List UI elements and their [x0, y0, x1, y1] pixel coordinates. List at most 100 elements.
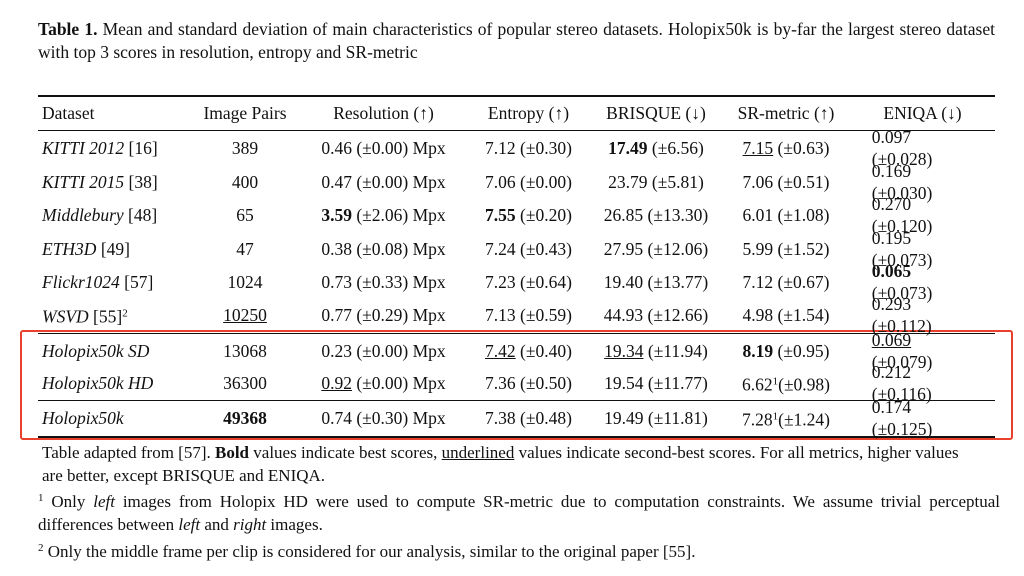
- text-run: 1024: [227, 272, 263, 292]
- text-run: Table 1.: [38, 19, 98, 39]
- table-cell: 0.92 (±0.00) Mpx: [321, 372, 445, 394]
- text-run: 7.55: [485, 205, 516, 225]
- text-run: 0.23 (±0.00) Mpx: [321, 341, 446, 361]
- note: 1 Only left images from Holopix HD were …: [38, 487, 1000, 536]
- table-cell: 26.85 (±13.30): [604, 204, 708, 226]
- text-run: 7.12 (±0.30): [485, 138, 572, 158]
- table-cell: 10250: [223, 304, 267, 326]
- table-cell: 19.34 (±11.94): [604, 340, 708, 362]
- bottom-rule: [38, 436, 995, 438]
- table-cell: 0.174 (±0.125): [872, 396, 974, 440]
- table-cell: 0.195 (±0.073): [872, 227, 974, 271]
- table-cell: Holopix50k: [42, 407, 124, 429]
- table-cell: 0.270 (±0.120): [872, 193, 974, 237]
- text-run: 0.38 (±0.08) Mpx: [321, 239, 446, 259]
- table-cell: 0.74 (±0.30) Mpx: [321, 407, 445, 429]
- text-run: 23.79 (±5.81): [608, 172, 704, 192]
- text-run: [38]: [124, 172, 158, 192]
- note: Table adapted from [57]. Bold values ind…: [42, 441, 972, 487]
- text-run: 1: [772, 410, 779, 423]
- header-cell: BRISQUE (↓): [606, 103, 706, 123]
- text-run: (±0.95): [773, 341, 830, 361]
- header-cell: Image Pairs: [203, 103, 287, 123]
- table-cell: 3.59 (±2.06) Mpx: [321, 204, 445, 226]
- text-run: 0.270 (±0.120): [871, 194, 933, 236]
- table-cell: 400: [232, 171, 258, 193]
- table-cell: KITTI 2012 [16]: [42, 137, 158, 159]
- text-run: [57]: [119, 272, 154, 292]
- text-run: (±0.40): [515, 341, 572, 361]
- group-rule: [38, 400, 995, 401]
- text-run: (±6.56): [647, 138, 704, 158]
- table-cell: 7.12 (±0.67): [743, 271, 830, 293]
- table-cell: 49368: [223, 407, 267, 429]
- text-run: images from Holopix HD were used to comp…: [38, 492, 1005, 534]
- table-cell: ETH3D [49]: [42, 238, 130, 260]
- text-run: 0.065: [871, 261, 912, 281]
- table-cell: 7.36 (±0.50): [485, 372, 572, 394]
- table-cell: 7.15 (±0.63): [743, 137, 830, 159]
- table-cell: 1024: [228, 271, 263, 293]
- table-cell: 19.49 (±11.81): [604, 407, 708, 429]
- text-run: 26.85 (±13.30): [603, 205, 709, 225]
- text-run: (±0.98): [778, 374, 831, 395]
- table-cell: 5.99 (±1.52): [743, 238, 830, 260]
- text-run: 400: [231, 172, 259, 192]
- text-run: 47: [236, 239, 254, 259]
- text-run: values indicate second-best scores. For …: [42, 443, 963, 485]
- table-cell: 0.23 (±0.00) Mpx: [321, 340, 445, 362]
- text-run: [16]: [124, 138, 158, 158]
- text-run: [55]: [88, 306, 123, 327]
- text-run: Holopix50k SD: [42, 341, 150, 361]
- text-run: 1: [772, 375, 779, 388]
- text-run: 10250: [223, 305, 267, 325]
- text-run: [48]: [123, 205, 158, 225]
- text-run: 6.01 (±1.08): [742, 205, 830, 225]
- table-cell: Holopix50k HD: [42, 372, 153, 394]
- table-cell: 47: [236, 238, 254, 260]
- text-run: 389: [231, 138, 259, 158]
- text-run: 27.95 (±12.06): [603, 239, 709, 259]
- text-run: underlined: [441, 443, 515, 462]
- table-cell: 23.79 (±5.81): [608, 171, 704, 193]
- text-run: left: [93, 492, 115, 511]
- table-cell: 0.097 (±0.028): [872, 126, 974, 170]
- text-run: 7.36 (±0.50): [485, 373, 572, 393]
- text-run: 0.097 (±0.028): [871, 127, 933, 169]
- table-cell: 0.73 (±0.33) Mpx: [321, 271, 445, 293]
- table-cell: 0.46 (±0.00) Mpx: [321, 137, 445, 159]
- text-run: Mean and standard deviation of main char…: [38, 19, 1000, 62]
- table-cell: 8.19 (±0.95): [743, 340, 830, 362]
- table-cell: 0.212 (±0.116): [872, 361, 974, 405]
- table-cell: 7.12 (±0.30): [485, 137, 572, 159]
- table-cell: 7.23 (±0.64): [485, 271, 572, 293]
- text-run: [49]: [96, 239, 130, 259]
- table-cell: 0.169 (±0.030): [872, 160, 974, 204]
- table-cell: 389: [232, 137, 258, 159]
- table-cell: 65: [236, 204, 254, 226]
- text-run: (±1.24): [778, 409, 831, 430]
- text-run: Only: [43, 492, 94, 511]
- text-run: (±11.94): [643, 341, 708, 361]
- text-run: 19.54 (±11.77): [604, 373, 708, 393]
- table-cell: 7.281(±1.24): [742, 406, 830, 431]
- text-run: (±0.079): [871, 330, 933, 372]
- table-cell: Holopix50k SD: [42, 340, 149, 362]
- text-run: 44.93 (±12.66): [603, 305, 709, 325]
- table-cell: 17.49 (±6.56): [608, 137, 704, 159]
- header-rule: [38, 130, 995, 131]
- text-run: Flickr1024: [42, 272, 120, 292]
- text-run: KITTI 2012: [42, 138, 125, 158]
- text-run: 7.15: [742, 138, 774, 158]
- text-run: (±0.63): [773, 138, 830, 158]
- top-rule: [38, 95, 995, 97]
- text-run: 17.49: [608, 138, 648, 158]
- text-run: images.: [266, 515, 323, 534]
- text-run: 0.74 (±0.30) Mpx: [321, 408, 446, 428]
- table-cell: 13068: [223, 340, 267, 362]
- text-run: 0.73 (±0.33) Mpx: [321, 272, 446, 292]
- text-run: Holopix50k HD: [42, 373, 154, 393]
- table-cell: 7.42 (±0.40): [485, 340, 572, 362]
- table-caption: Table 1. Mean and standard deviation of …: [38, 18, 995, 64]
